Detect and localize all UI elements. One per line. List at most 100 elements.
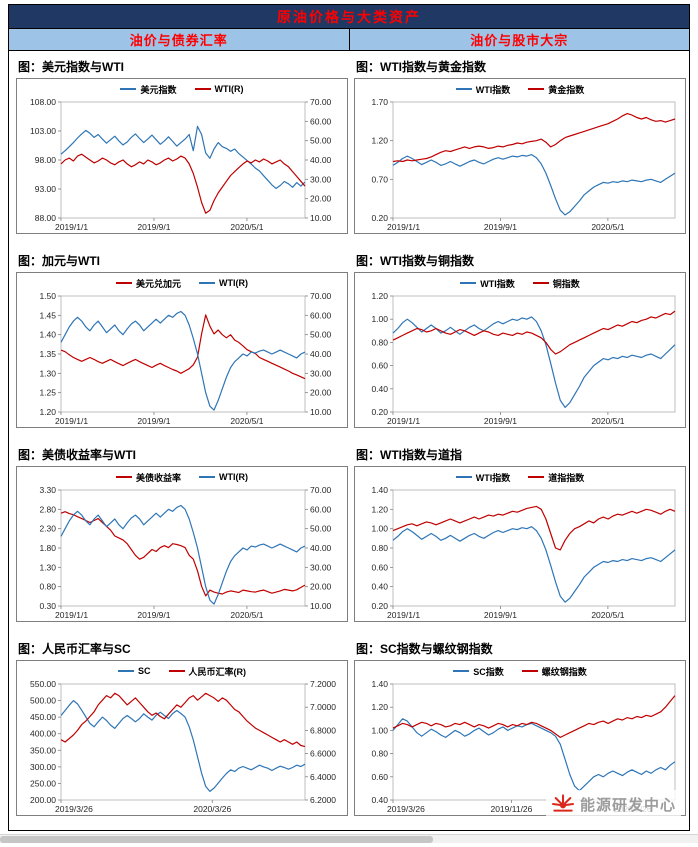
horizontal-scrollbar[interactable]	[0, 834, 698, 843]
x-axis-tick-label: 2019/9/1	[137, 610, 170, 620]
legend-line-swatch	[532, 282, 549, 284]
series-line	[60, 310, 306, 411]
y-axis-right-tick-label: 20.00	[310, 388, 332, 398]
chart-block-wti-gold: 图：WTI指数与黄金指数 WTI指数 黄金指数 1.70 1.20 0.70 0.20 20…	[351, 53, 689, 247]
y-axis-tick-label: 1.40	[371, 485, 388, 495]
chart-title: 图：WTI指数与道指	[356, 448, 462, 462]
report-title-bar: 原油价格与大类资产	[9, 5, 689, 29]
chart-block-usd-index-wti: 图：美元指数与WTI 美元指数 WTI(R) 108.00 103.00 98.00 93…	[13, 53, 351, 247]
legend-item: 铜指数	[532, 277, 580, 290]
series-line	[392, 695, 676, 739]
y-axis-tick-label: 0.30	[39, 601, 56, 611]
legend-item: 美债收益率	[115, 471, 181, 484]
x-axis-tick-label: 2019/1/1	[55, 416, 88, 426]
series-line	[392, 113, 676, 163]
y-axis-tick-label: 0.20	[371, 601, 388, 611]
y-axis-tick-label: 2.80	[39, 504, 56, 514]
watermark-label: 能源研发中心	[579, 796, 676, 814]
x-axis-tick-label: 2019/9/1	[137, 416, 170, 426]
chart-legend: SC指数 螺纹钢指数	[355, 663, 685, 679]
legend-item: SC指数	[453, 665, 504, 678]
legend-item: 人民币汇率(R)	[168, 665, 246, 678]
y-axis-right-tick-label: 70.00	[310, 291, 332, 301]
x-axis-tick-label: 2020/5/1	[230, 222, 263, 232]
y-axis-tick-label: 1.20	[371, 136, 388, 146]
scrollbar-thumb[interactable]	[0, 836, 433, 843]
chart-title: 图：SC指数与螺纹钢指数	[356, 642, 493, 656]
y-axis-tick-label: 1.00	[371, 524, 388, 534]
plot-area: 108.00 103.00 98.00 93.00 88.00 70.00 60.00 50.…	[30, 97, 332, 232]
y-axis-tick-label: 1.20	[371, 702, 388, 712]
column-headers: 油价与债券汇率 油价与股市大宗	[9, 29, 689, 51]
y-axis-right-tick-label: 6.2000	[310, 795, 336, 805]
legend-item: WTI指数	[460, 277, 515, 290]
legend-label: 铜指数	[552, 278, 580, 289]
chart-title: 图：人民币汇率与SC	[18, 642, 131, 656]
chart-block-wti-dow: 图：WTI指数与道指 WTI指数 道指指数 1.40 1.20 1.00 0.80 0.60…	[351, 441, 689, 635]
chart-title: 图：美债收益率与WTI	[18, 448, 136, 462]
y-axis-right-tick-label: 40.00	[310, 349, 332, 359]
series-line	[60, 504, 306, 605]
chart-frame: WTI指数 黄金指数 1.70 1.20 0.70 0.20 2019/1/1 2019/9/…	[354, 78, 686, 234]
y-axis-tick-label: 0.80	[371, 337, 388, 347]
x-axis-tick-label: 2020/5/1	[591, 610, 624, 620]
legend-label: 美元指数	[140, 84, 177, 95]
watermark: 能源研发中心	[545, 790, 681, 818]
series-line	[392, 310, 676, 355]
y-axis-right-tick-label: 10.00	[310, 407, 332, 417]
y-axis-tick-label: 93.00	[35, 184, 57, 194]
y-axis-tick-label: 1.50	[39, 291, 56, 301]
y-axis-tick-label: 0.20	[371, 407, 388, 417]
chart-legend: 美债收益率 WTI(R)	[17, 469, 347, 485]
y-axis-right-tick-label: 6.6000	[310, 749, 336, 759]
legend-item: 美元兑加元	[115, 277, 181, 290]
y-axis-tick-label: 1.20	[371, 291, 388, 301]
x-axis-tick-label: 2020/3/26	[193, 804, 231, 814]
legend-label: WTI指数	[480, 278, 515, 289]
x-axis-tick-label: 2019/1/1	[387, 610, 420, 620]
x-axis-tick-label: 2019/9/1	[137, 222, 170, 232]
legend-label: WTI(R)	[219, 278, 248, 288]
chart-block-wti-copper: 图：WTI指数与铜指数 WTI指数 铜指数 1.20 1.00 0.80 0.60 0.40…	[351, 247, 689, 441]
legend-label: 美元兑加元	[135, 278, 181, 289]
y-axis-tick-label: 0.60	[371, 772, 388, 782]
legend-label: SC	[137, 666, 151, 676]
chart-title: 图：WTI指数与黄金指数	[356, 60, 486, 74]
legend-label: WTI指数	[475, 84, 511, 95]
chart-frame: SC 人民币汇率(R) 550.00 500.00 450.00 400.00 350.00…	[16, 660, 348, 816]
y-axis-tick-label: 1.20	[39, 407, 56, 417]
chart-legend: WTI指数 黄金指数	[355, 81, 685, 97]
chart-title: 图：美元指数与WTI	[18, 60, 124, 74]
legend-line-swatch	[194, 88, 211, 90]
x-axis-tick-label: 2019/1/1	[55, 610, 88, 620]
legend-item: 美元指数	[120, 83, 177, 96]
y-axis-tick-label: 1.00	[371, 314, 388, 324]
y-axis-right-tick-label: 10.00	[310, 213, 332, 223]
y-axis-right-tick-label: 30.00	[310, 368, 332, 378]
legend-label: 黄金指数	[548, 84, 585, 95]
x-axis-tick-label: 2019/3/26	[55, 804, 93, 814]
chart-legend: 美元指数 WTI(R)	[17, 81, 347, 97]
x-axis-tick-label: 2019/1/1	[387, 416, 420, 426]
series-line	[392, 153, 676, 216]
y-axis-tick-label: 0.80	[371, 749, 388, 759]
y-axis-right-tick-label: 30.00	[310, 174, 332, 184]
y-axis-tick-label: 1.25	[39, 388, 56, 398]
y-axis-right-tick-label: 60.00	[310, 310, 332, 320]
legend-item: 螺纹钢指数	[521, 665, 587, 678]
y-axis-tick-label: 0.40	[371, 384, 388, 394]
y-axis-tick-label: 1.40	[39, 330, 56, 340]
legend-line-swatch	[120, 88, 137, 90]
sinopec-logo-icon	[551, 794, 574, 812]
chart-legend: WTI指数 道指指数	[355, 469, 685, 485]
series-line	[392, 505, 676, 551]
y-axis-right-tick-label: 30.00	[310, 562, 332, 572]
series-line	[60, 700, 306, 793]
chart-title: 图：加元与WTI	[18, 254, 100, 268]
report-title: 原油价格与大类资产	[277, 8, 421, 25]
legend-line-swatch	[455, 476, 472, 478]
legend-line-swatch	[521, 670, 538, 672]
legend-line-swatch	[453, 670, 470, 672]
